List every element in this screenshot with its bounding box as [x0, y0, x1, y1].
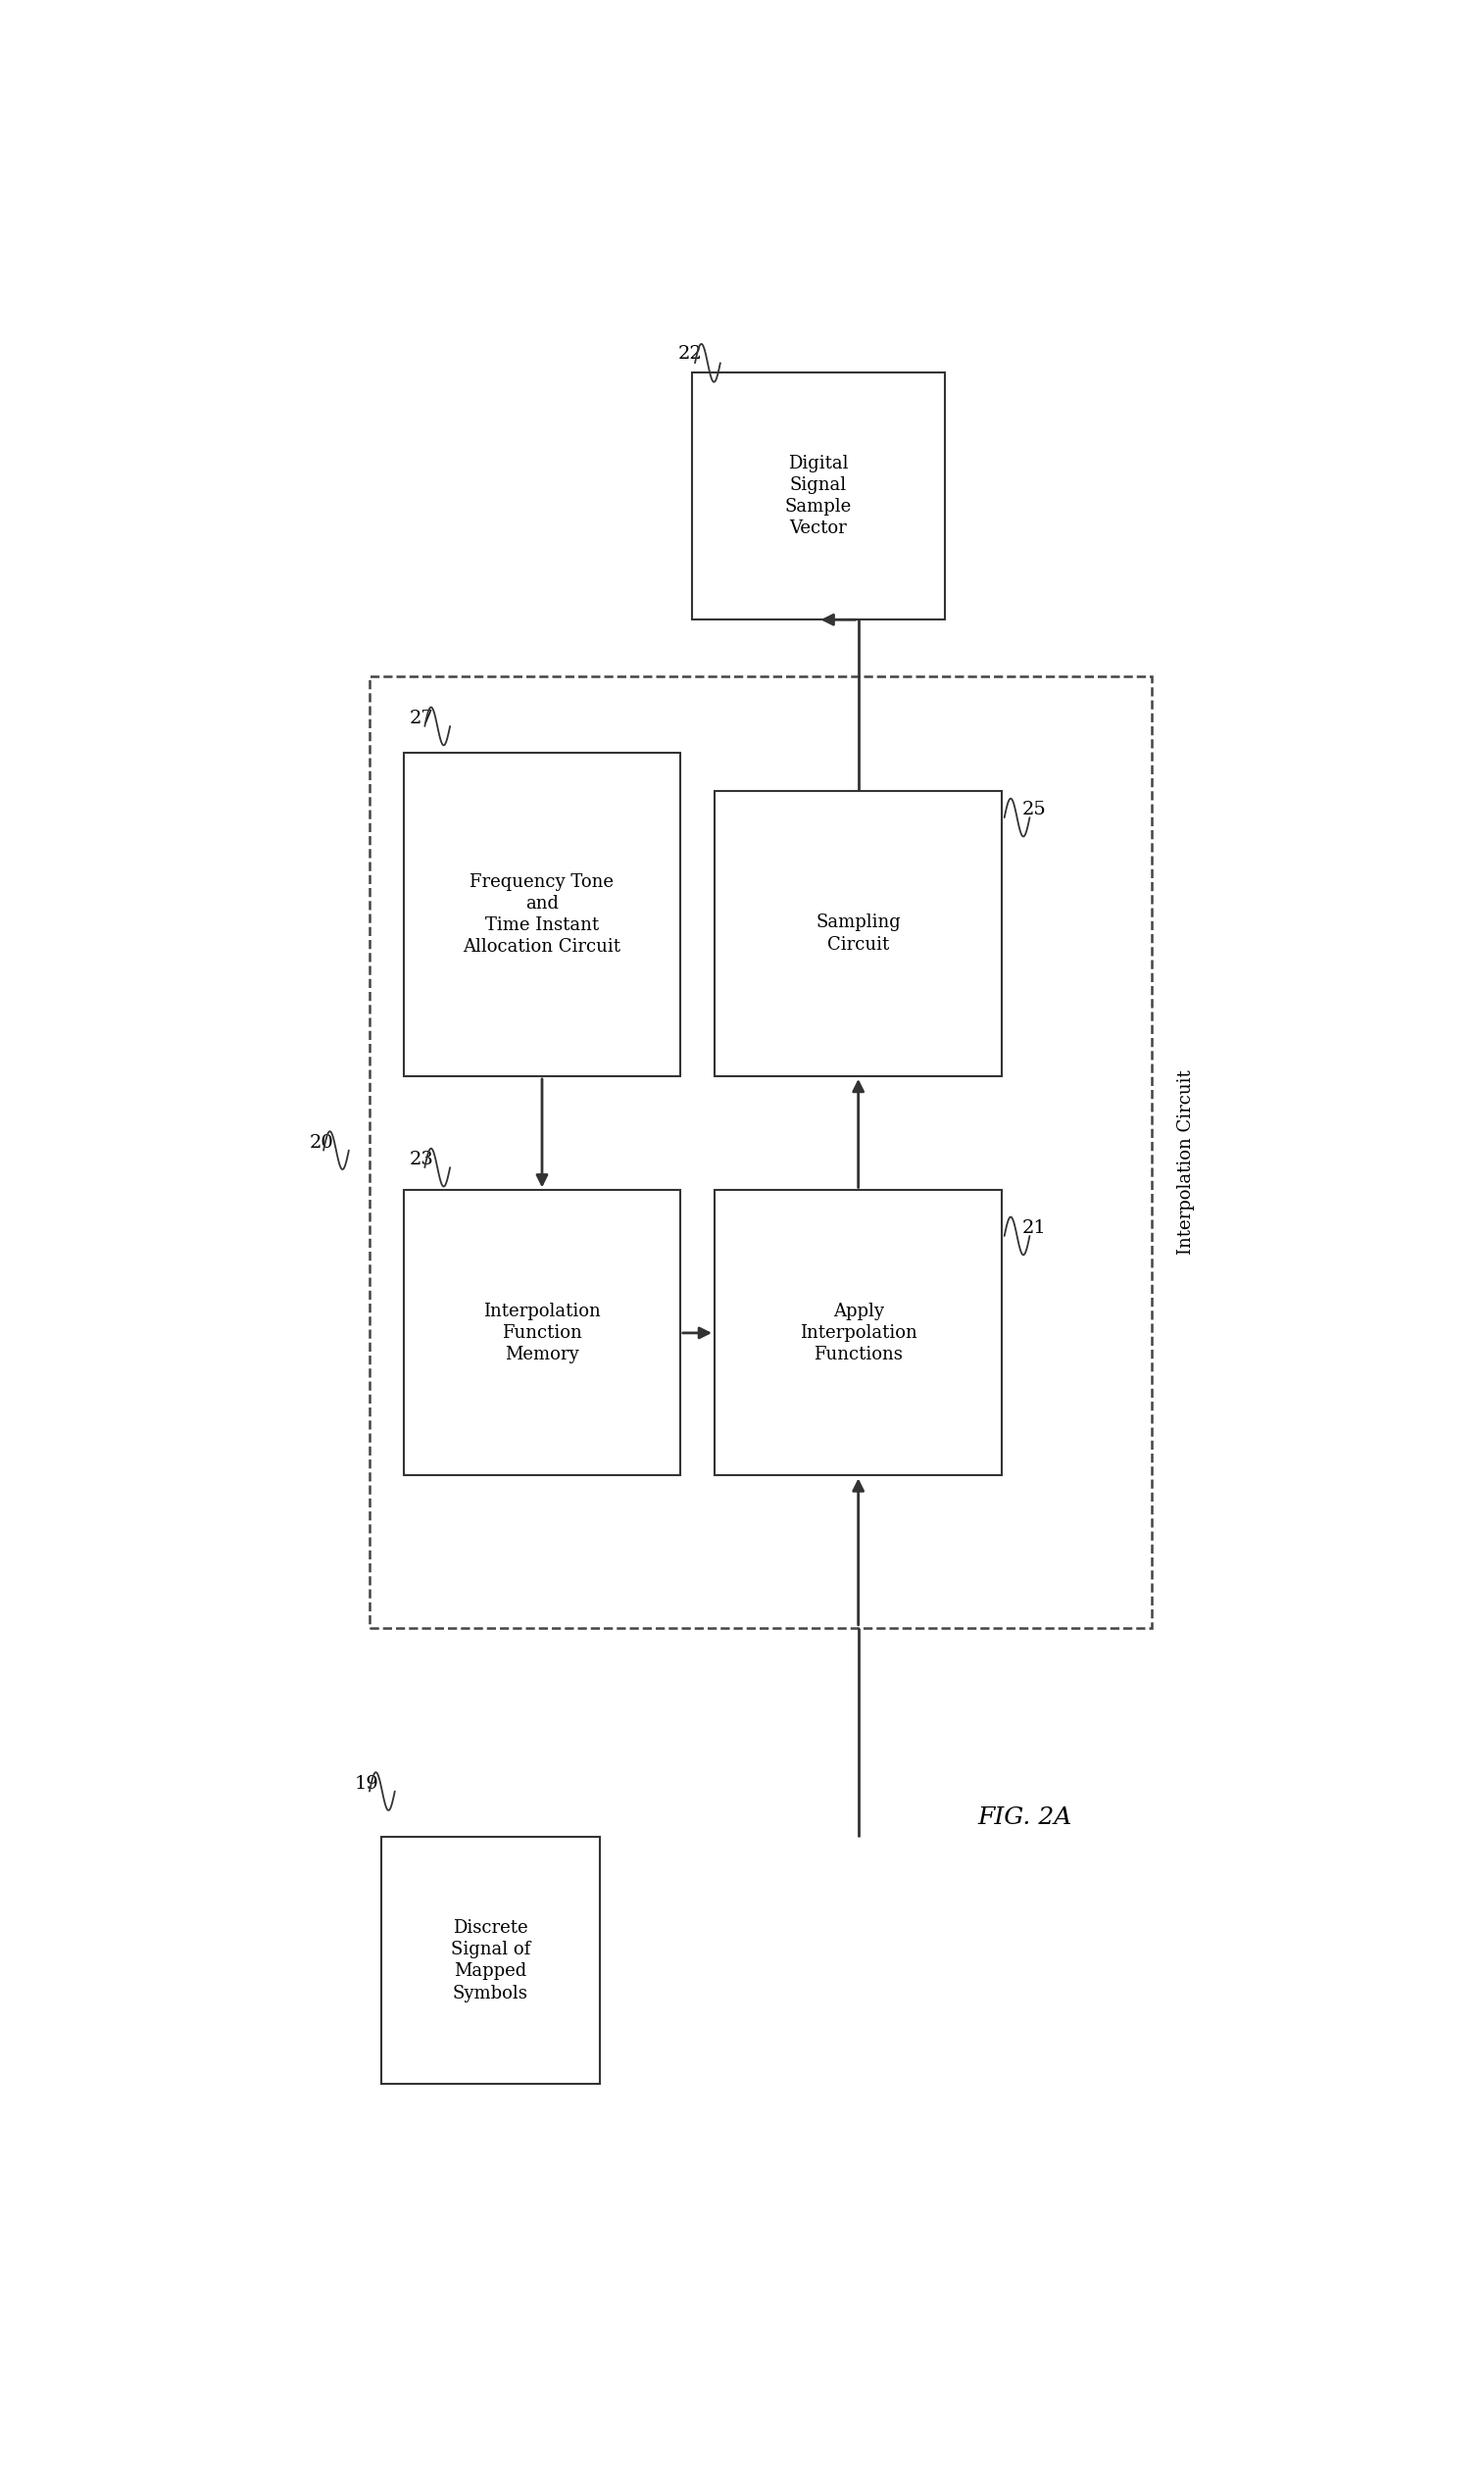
Bar — [370, 677, 1152, 1628]
Text: Frequency Tone
and
Time Instant
Allocation Circuit: Frequency Tone and Time Instant Allocati… — [463, 872, 620, 956]
Text: 20: 20 — [310, 1134, 334, 1151]
Text: Apply
Interpolation
Functions: Apply Interpolation Functions — [800, 1302, 917, 1363]
Text: 25: 25 — [1021, 800, 1046, 818]
Bar — [404, 1191, 680, 1475]
Text: 23: 23 — [410, 1151, 435, 1168]
Text: 27: 27 — [410, 709, 433, 729]
Text: Digital
Signal
Sample
Vector: Digital Signal Sample Vector — [785, 454, 852, 538]
Text: Interpolation
Function
Memory: Interpolation Function Memory — [484, 1302, 601, 1363]
Text: FIG. 2A: FIG. 2A — [978, 1806, 1073, 1830]
Bar — [692, 373, 945, 620]
Text: Discrete
Signal of
Mapped
Symbols: Discrete Signal of Mapped Symbols — [451, 1919, 530, 2003]
Bar — [715, 1191, 1002, 1475]
Bar — [715, 790, 1002, 1077]
Text: 19: 19 — [355, 1776, 378, 1793]
Text: 21: 21 — [1021, 1220, 1046, 1237]
Text: Interpolation Circuit: Interpolation Circuit — [1177, 1070, 1195, 1255]
Bar — [381, 1838, 600, 2085]
Bar — [404, 753, 680, 1077]
Text: Sampling
Circuit: Sampling Circuit — [816, 914, 901, 953]
Text: 22: 22 — [678, 346, 702, 363]
